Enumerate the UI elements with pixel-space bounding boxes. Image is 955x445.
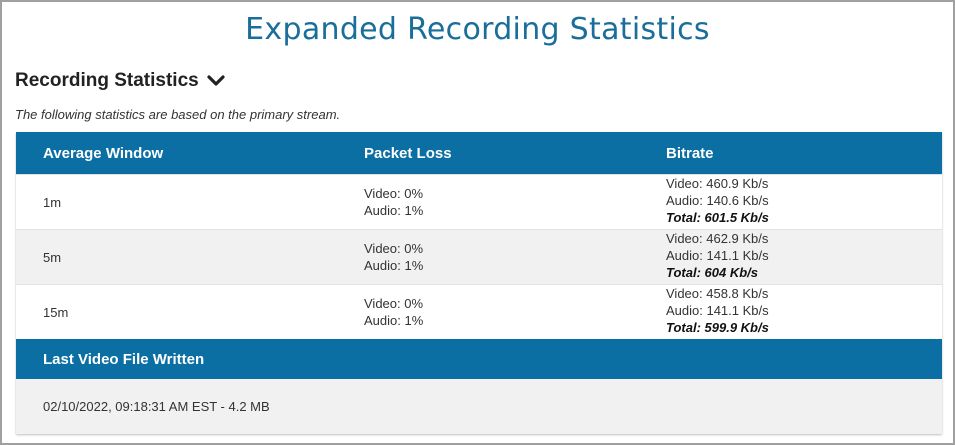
header-average-window: Average Window — [43, 144, 164, 162]
packet-loss-audio: Audio: 1% — [364, 203, 424, 218]
recording-statistics-toggle[interactable]: Recording Statistics — [15, 70, 225, 92]
table-row: 5m Video: 0% Audio: 1% Video: 462.9 Kb/s… — [16, 229, 942, 284]
bitrate-total: Total: 604 Kb/s — [666, 265, 758, 280]
table-row: 15m Video: 0% Audio: 1% Video: 458.8 Kb/… — [16, 284, 942, 339]
bitrate-audio: Audio: 141.1 Kb/s — [666, 303, 769, 318]
table-header: Average Window Packet Loss Bitrate — [16, 132, 942, 174]
last-video-file-header: Last Video File Written — [16, 339, 942, 379]
bitrate-video: Video: 460.9 Kb/s — [666, 176, 769, 191]
packet-loss-cell: Video: 0% Audio: 1% — [338, 295, 638, 329]
bitrate-total: Total: 599.9 Kb/s — [666, 320, 769, 335]
bitrate-cell: Video: 460.9 Kb/s Audio: 140.6 Kb/s Tota… — [638, 175, 942, 226]
bitrate-audio: Audio: 141.1 Kb/s — [666, 248, 769, 263]
packet-loss-video: Video: 0% — [364, 186, 424, 201]
header-packet-loss: Packet Loss — [364, 144, 452, 162]
bitrate-audio: Audio: 140.6 Kb/s — [666, 193, 769, 208]
statistics-table: Average Window Packet Loss Bitrate 1m Vi… — [16, 132, 942, 434]
packet-loss-audio: Audio: 1% — [364, 258, 424, 273]
header-bitrate: Bitrate — [666, 144, 714, 162]
packet-loss-video: Video: 0% — [364, 241, 424, 256]
packet-loss-video: Video: 0% — [364, 296, 424, 311]
packet-loss-cell: Video: 0% Audio: 1% — [338, 185, 638, 219]
bitrate-cell: Video: 462.9 Kb/s Audio: 141.1 Kb/s Tota… — [638, 230, 942, 281]
average-window-cell: 15m — [43, 304, 69, 320]
average-window-cell: 1m — [43, 194, 62, 210]
packet-loss-cell: Video: 0% Audio: 1% — [338, 240, 638, 274]
section-title: Recording Statistics — [15, 70, 199, 91]
primary-stream-note: The following statistics are based on th… — [15, 107, 341, 122]
table-row: 1m Video: 0% Audio: 1% Video: 460.9 Kb/s… — [16, 174, 942, 229]
chevron-down-icon — [207, 75, 225, 86]
average-window-cell: 5m — [43, 249, 62, 265]
last-video-file-value: 02/10/2022, 09:18:31 AM EST - 4.2 MB — [16, 379, 942, 434]
page-title: Expanded Recording Statistics — [245, 12, 710, 47]
bitrate-video: Video: 462.9 Kb/s — [666, 231, 769, 246]
bitrate-total: Total: 601.5 Kb/s — [666, 210, 769, 225]
bitrate-cell: Video: 458.8 Kb/s Audio: 141.1 Kb/s Tota… — [638, 285, 942, 336]
packet-loss-audio: Audio: 1% — [364, 313, 424, 328]
bitrate-video: Video: 458.8 Kb/s — [666, 286, 769, 301]
